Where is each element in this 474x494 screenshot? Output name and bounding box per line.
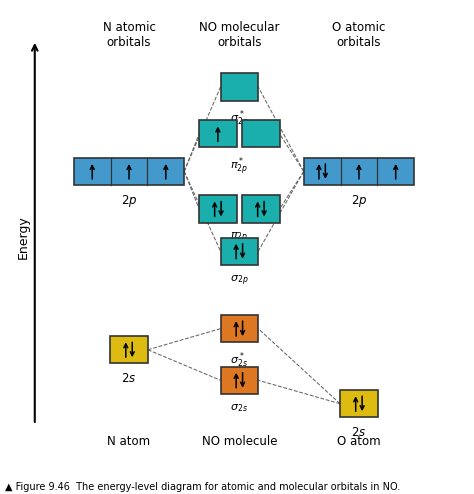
Bar: [220, 73, 258, 101]
Text: $\sigma^*_{2s}$: $\sigma^*_{2s}$: [230, 351, 248, 370]
Bar: [304, 158, 414, 185]
Text: $2s$: $2s$: [351, 426, 366, 439]
Text: $\sigma^*_{2p}$: $\sigma^*_{2p}$: [230, 109, 249, 131]
Text: Energy: Energy: [17, 215, 30, 259]
Text: $2s$: $2s$: [121, 372, 137, 385]
Text: $\sigma_{2s}$: $\sigma_{2s}$: [230, 402, 248, 414]
Text: O atomic
orbitals: O atomic orbitals: [332, 21, 386, 49]
Text: N atomic
orbitals: N atomic orbitals: [102, 21, 155, 49]
Bar: [340, 390, 378, 417]
Text: NO molecular
orbitals: NO molecular orbitals: [199, 21, 280, 49]
Bar: [242, 195, 280, 223]
Text: O atom: O atom: [337, 435, 381, 448]
Bar: [220, 367, 258, 394]
Text: $2p$: $2p$: [121, 194, 137, 209]
Text: $\pi_{2p}$: $\pi_{2p}$: [230, 231, 248, 246]
Text: $\pi^*_{2p}$: $\pi^*_{2p}$: [230, 156, 248, 178]
Text: ▲ Figure 9.46  The energy-level diagram for atomic and molecular orbitals in NO.: ▲ Figure 9.46 The energy-level diagram f…: [5, 482, 400, 492]
Text: NO molecule: NO molecule: [201, 435, 277, 448]
Bar: [199, 195, 237, 223]
Bar: [220, 238, 258, 265]
Bar: [74, 158, 184, 185]
Bar: [220, 315, 258, 342]
Text: $2p$: $2p$: [351, 194, 367, 209]
Bar: [199, 120, 237, 148]
Text: N atom: N atom: [108, 435, 151, 448]
Bar: [242, 120, 280, 148]
Text: $\sigma_{2p}$: $\sigma_{2p}$: [230, 273, 249, 288]
Bar: [110, 336, 148, 364]
